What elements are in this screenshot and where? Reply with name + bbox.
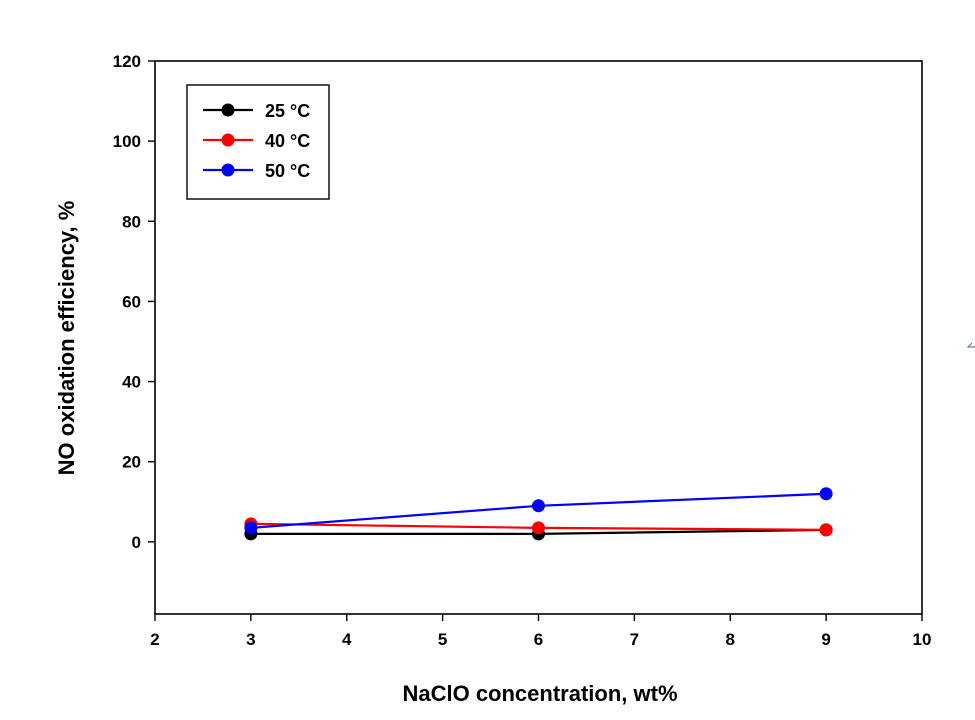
- y-tick-label: 20: [122, 453, 141, 472]
- y-tick-label: 40: [122, 373, 141, 392]
- legend-item: 40 °C: [203, 131, 310, 151]
- data-point: [532, 521, 545, 535]
- x-tick-label: 9: [821, 630, 830, 649]
- x-axis-title: NaClO concentration, wt%: [402, 681, 677, 706]
- legend-marker: [221, 163, 235, 177]
- legend: 25 °C 40 °C 50 °C: [186, 84, 330, 200]
- y-tick-label: 60: [122, 292, 141, 311]
- series-layer: [244, 487, 833, 541]
- data-point: [532, 499, 545, 513]
- x-tick-label: 10: [913, 630, 932, 649]
- x-tick-label: 2: [150, 630, 159, 649]
- x-tick-label: 3: [246, 630, 255, 649]
- legend-marker: [221, 103, 235, 117]
- stray-arrow-mark: [966, 342, 975, 348]
- legend-item: 50 °C: [203, 161, 310, 181]
- y-tick-label: 120: [113, 52, 141, 71]
- x-tick-label: 8: [726, 630, 735, 649]
- legend-item: 25 °C: [203, 101, 310, 121]
- y-tick-label: 100: [113, 132, 141, 151]
- x-tick-label: 6: [534, 630, 543, 649]
- y-axis-title: NO oxidation efficiency, %: [54, 201, 79, 476]
- data-point: [244, 521, 258, 535]
- y-tick-label: 80: [122, 212, 141, 231]
- legend-box: [186, 84, 330, 200]
- x-tick-label: 7: [630, 630, 639, 649]
- legend-label: 25 °C: [265, 101, 310, 121]
- y-tick-label: 0: [132, 533, 141, 552]
- data-point: [819, 523, 833, 537]
- y-axis: 0 20 40 60 80 100 120: [113, 52, 155, 552]
- x-tick-label: 4: [342, 630, 352, 649]
- legend-label: 40 °C: [265, 131, 310, 151]
- x-tick-label: 5: [438, 630, 447, 649]
- legend-marker: [221, 133, 235, 147]
- series-3: [244, 487, 833, 535]
- data-point: [819, 487, 833, 501]
- x-axis: 2 3 4 5 6 7 8 9 10: [150, 614, 931, 649]
- legend-label: 50 °C: [265, 161, 310, 181]
